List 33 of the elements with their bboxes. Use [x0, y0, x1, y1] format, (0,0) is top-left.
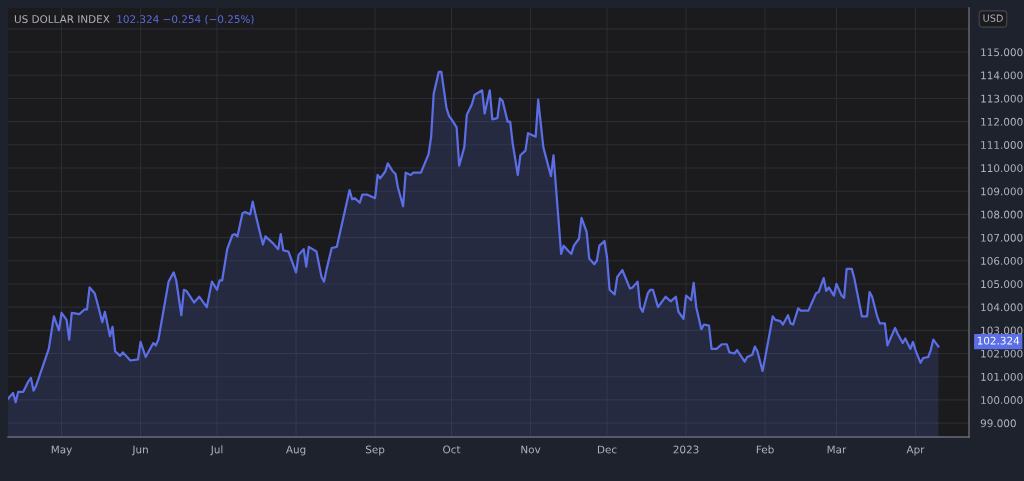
y-tick-label: 100.000	[981, 396, 1023, 404]
y-tick-label: 102.000	[981, 349, 1023, 358]
y-tick-label: 111.000	[981, 141, 1023, 149]
text: 102.324	[977, 336, 1020, 345]
y-tick-label: 110.000	[981, 164, 1023, 173]
x-tick-label: May	[51, 445, 72, 456]
x-tick-label: Dec	[597, 445, 617, 454]
x-tick-label: 2023	[673, 445, 699, 454]
y-tick-label: 115.000	[981, 48, 1023, 57]
y-tick-label: 114.000	[981, 71, 1023, 80]
x-tick-label: Nov	[521, 445, 541, 454]
y-tick-label: 113.000	[981, 94, 1023, 103]
y-tick-label: 104.000	[981, 303, 1023, 312]
y-tick-label: 109.000	[981, 187, 1023, 196]
x-tick-label: Jul	[210, 445, 223, 456]
x-tick-label: Feb	[756, 445, 774, 454]
y-axis-title: USD	[983, 14, 1003, 22]
y-tick-label: 105.000	[981, 280, 1023, 289]
text: US DOLLAR INDEX	[14, 15, 110, 24]
y-tick-label: 103.000	[981, 326, 1023, 335]
y-tick-label: 107.000	[981, 233, 1023, 242]
y-tick-label: 112.000	[981, 117, 1023, 126]
x-tick-label: Jun	[131, 445, 148, 456]
y-tick-label: 99.000	[980, 419, 1016, 428]
y-tick-label: 106.000	[981, 256, 1023, 265]
text: 102.324 −0.254 (−0.25%)	[117, 14, 254, 25]
x-tick-label: Apr	[906, 445, 925, 456]
y-tick-label: 108.000	[981, 210, 1023, 219]
x-tick-label: Sep	[365, 445, 385, 456]
x-tick-label: Mar	[827, 445, 847, 454]
y-tick-label: 101.000	[981, 372, 1023, 381]
x-tick-label: Oct	[443, 445, 461, 454]
x-tick-label: Aug	[285, 445, 306, 456]
